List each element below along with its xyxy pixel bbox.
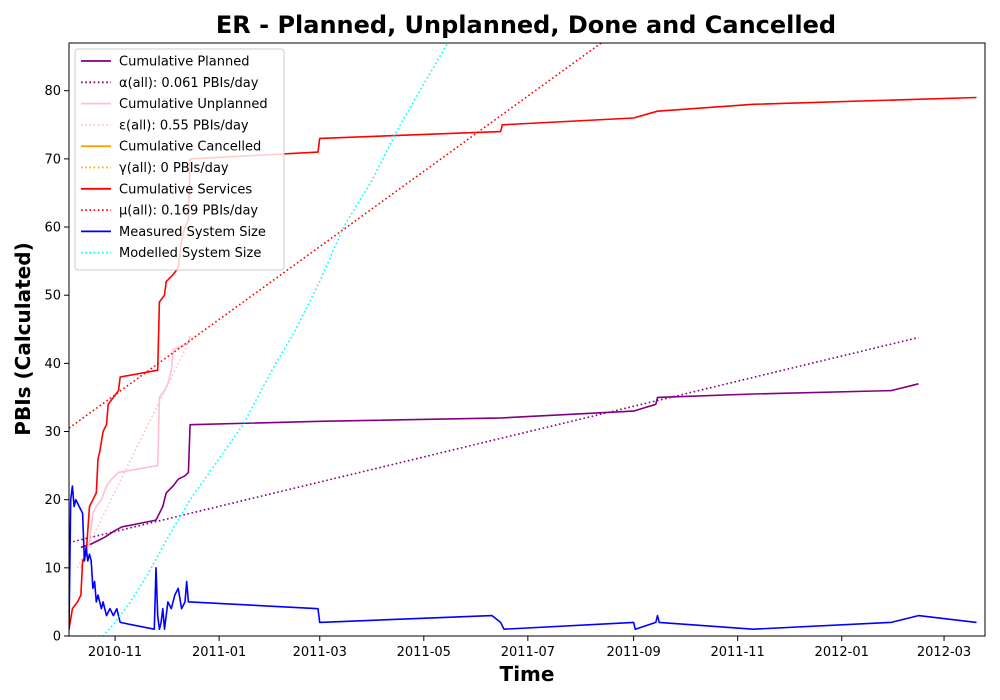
- series-line-3: [76, 339, 191, 569]
- legend-entry: Cumulative Cancelled: [119, 140, 261, 155]
- x-tick-label: 2011-03: [293, 645, 347, 660]
- series-line-2: [80, 335, 191, 569]
- y-tick-label: 70: [44, 152, 61, 167]
- legend-entry: α(all): 0.061 PBIs/day: [119, 76, 259, 91]
- y-tick-label: 20: [44, 493, 61, 508]
- legend-entry: μ(all): 0.169 PBIs/day: [119, 204, 258, 219]
- y-tick-label: 10: [44, 561, 61, 576]
- series-line-6: [69, 96, 977, 630]
- x-tick-label: 2012-03: [917, 645, 971, 660]
- y-tick-label: 50: [44, 289, 61, 304]
- x-tick-label: 2011-05: [397, 645, 451, 660]
- y-tick-label: 30: [44, 425, 61, 440]
- x-tick-label: 2011-07: [501, 645, 555, 660]
- series-line-8: [69, 485, 977, 631]
- x-tick-label: 2012-01: [815, 645, 869, 660]
- y-tick-label: 60: [44, 221, 61, 236]
- legend-entry: γ(all): 0 PBIs/day: [119, 161, 229, 176]
- legend-entry: Modelled System Size: [119, 246, 261, 261]
- series-line-1: [69, 336, 919, 544]
- legend-entry: Cumulative Unplanned: [119, 97, 268, 112]
- x-tick-label: 2011-11: [710, 645, 764, 660]
- y-axis-label: PBIs (Calculated): [11, 242, 35, 435]
- plot-frame: [68, 42, 986, 637]
- y-tick-label: 0: [53, 630, 61, 645]
- legend-entry: Measured System Size: [119, 225, 266, 240]
- x-tick-label: 2010-11: [88, 645, 142, 660]
- legend-entry: ε(all): 0.55 PBIs/day: [119, 118, 249, 133]
- y-tick-label: 80: [44, 84, 61, 99]
- series-line-0: [80, 383, 919, 549]
- x-tick-label: 2011-01: [192, 645, 246, 660]
- legend-entry: Cumulative Services: [119, 182, 252, 197]
- legend-entry: Cumulative Planned: [119, 55, 249, 70]
- legend: Cumulative Planned α(all): 0.061 PBIs/day…: [74, 48, 285, 271]
- x-axis-label: Time: [500, 662, 555, 686]
- series-line-7: [69, 43, 602, 429]
- legend-box: [74, 48, 285, 271]
- y-tick-label: 40: [44, 357, 61, 372]
- chart-title: ER - Planned, Unplanned, Done and Cancel…: [216, 11, 836, 39]
- x-tick-label: 2011-09: [606, 645, 660, 660]
